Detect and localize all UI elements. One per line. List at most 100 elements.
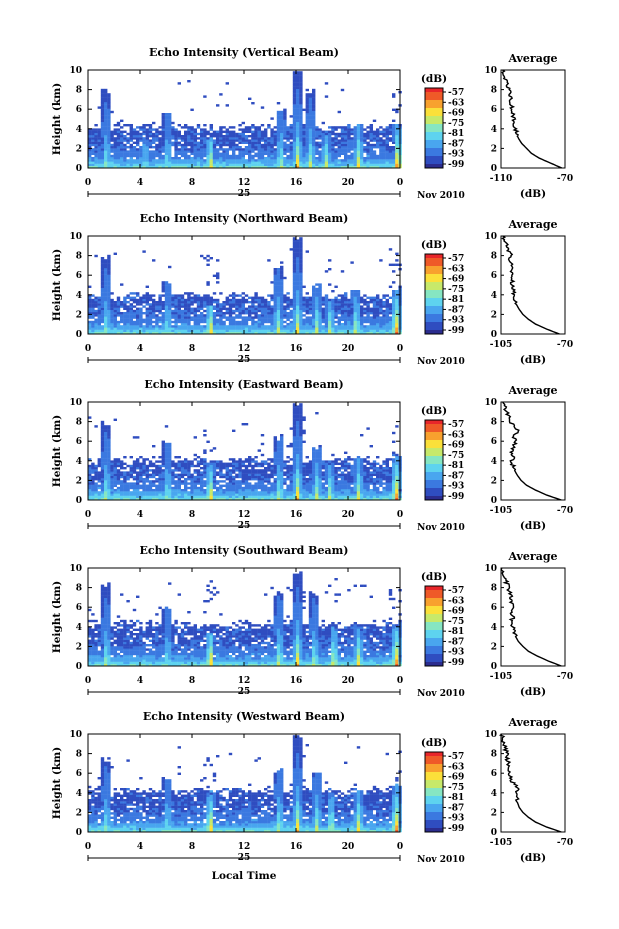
heatmap-cell bbox=[126, 329, 130, 332]
x-tick-label: 20 bbox=[342, 344, 355, 354]
heatmap-cell bbox=[248, 484, 252, 487]
heatmap-cell bbox=[299, 80, 303, 83]
heatmap-cell bbox=[296, 327, 300, 330]
heatmap-cell bbox=[113, 307, 117, 310]
heatmap-cell bbox=[104, 456, 108, 459]
heatmap-cell bbox=[292, 307, 297, 310]
heatmap-cell bbox=[129, 493, 133, 496]
heatmap-cell bbox=[350, 331, 354, 335]
heatmap-cell bbox=[318, 165, 322, 169]
heatmap-cell bbox=[206, 464, 210, 468]
heatmap-cell bbox=[267, 126, 271, 129]
heatmap-cell bbox=[168, 329, 172, 332]
heatmap-cell bbox=[299, 82, 303, 85]
heatmap-cell bbox=[120, 331, 124, 335]
heatmap-cell bbox=[171, 495, 175, 498]
heatmap-cell bbox=[321, 143, 325, 147]
heatmap-cell bbox=[260, 159, 265, 162]
heatmap-cell bbox=[241, 318, 245, 321]
heatmap-cell bbox=[372, 307, 377, 310]
heatmap-cell bbox=[142, 327, 146, 330]
heatmap-cell bbox=[251, 161, 255, 164]
heatmap-cell bbox=[136, 130, 140, 133]
heatmap-cell bbox=[177, 150, 181, 153]
heatmap-cell bbox=[363, 312, 367, 315]
heatmap-cell bbox=[120, 152, 124, 155]
heatmap-cell bbox=[302, 108, 306, 111]
heatmap-cell bbox=[353, 296, 357, 299]
heatmap-cell bbox=[289, 152, 293, 155]
heatmap-cell bbox=[219, 135, 223, 138]
heatmap-cell bbox=[104, 261, 108, 264]
heatmap-cell bbox=[142, 137, 146, 140]
heatmap-cell bbox=[379, 309, 383, 313]
heatmap-cell bbox=[299, 163, 303, 166]
heatmap-cell bbox=[88, 135, 92, 138]
colorbar-swatch bbox=[425, 146, 443, 149]
heatmap-cell bbox=[315, 316, 319, 319]
heatmap-cell bbox=[318, 303, 322, 306]
heatmap-cell bbox=[392, 157, 396, 160]
heatmap-cell bbox=[312, 128, 316, 131]
heatmap-cell bbox=[212, 301, 217, 304]
heatmap-cell bbox=[244, 423, 249, 426]
heatmap-cell bbox=[273, 270, 277, 273]
heatmap-cell bbox=[292, 298, 297, 302]
heatmap-cell bbox=[308, 139, 313, 142]
heatmap-cell bbox=[193, 318, 197, 321]
heatmap-cell bbox=[299, 117, 303, 120]
heatmap-cell bbox=[200, 305, 204, 308]
heatmap-cell bbox=[136, 126, 140, 129]
heatmap-cell bbox=[392, 148, 396, 151]
heatmap-cell bbox=[155, 323, 159, 326]
heatmap-cell bbox=[113, 124, 117, 127]
heatmap-cell bbox=[107, 130, 111, 133]
heatmap-cell bbox=[113, 458, 117, 461]
heatmap-cell bbox=[100, 276, 105, 280]
heatmap-cell bbox=[299, 106, 303, 109]
heatmap-cell bbox=[209, 301, 213, 304]
heatmap-cell bbox=[142, 329, 146, 332]
heatmap-cell bbox=[126, 475, 130, 479]
heatmap-cell bbox=[116, 307, 121, 310]
heatmap-cell bbox=[94, 464, 98, 468]
heatmap-cell bbox=[216, 493, 220, 496]
heatmap-cell bbox=[174, 137, 178, 140]
heatmap-cell bbox=[129, 296, 133, 299]
heatmap-cell bbox=[107, 427, 111, 430]
heatmap-cell bbox=[113, 152, 117, 155]
heatmap-cell bbox=[129, 130, 133, 133]
heatmap-cell bbox=[113, 316, 117, 319]
heatmap-cell bbox=[238, 460, 242, 463]
heatmap-cell bbox=[164, 495, 169, 498]
colorbar-swatch bbox=[425, 330, 443, 333]
heatmap-cell bbox=[187, 486, 191, 490]
heatmap-cell bbox=[107, 161, 111, 164]
heatmap-cell bbox=[88, 471, 92, 474]
heatmap-cell bbox=[305, 329, 309, 332]
heatmap-cell bbox=[299, 301, 303, 304]
colorbar-swatch bbox=[425, 332, 443, 335]
heatmap-cell bbox=[260, 314, 265, 317]
heatmap-cell bbox=[356, 307, 361, 310]
heatmap-cell bbox=[113, 301, 117, 304]
heatmap-cell bbox=[225, 467, 229, 470]
heatmap-cell bbox=[171, 137, 175, 140]
heatmap-cell bbox=[331, 305, 335, 308]
heatmap-cell bbox=[308, 117, 313, 120]
heatmap-cell bbox=[273, 137, 277, 140]
heatmap-cell bbox=[392, 124, 396, 127]
heatmap-cell bbox=[200, 320, 204, 324]
heatmap-cell bbox=[376, 159, 380, 162]
heatmap-cell bbox=[235, 489, 239, 492]
heatmap-cell bbox=[91, 497, 95, 501]
heatmap-cell bbox=[276, 163, 281, 166]
heatmap-cell bbox=[129, 320, 133, 324]
heatmap-cell bbox=[94, 146, 98, 149]
heatmap-cell bbox=[177, 493, 181, 496]
heatmap-cell bbox=[270, 323, 274, 326]
heatmap-cell bbox=[222, 462, 226, 465]
x-tick-label: 16 bbox=[290, 344, 303, 354]
heatmap-cell bbox=[88, 489, 92, 492]
heatmap-cell bbox=[360, 126, 364, 129]
